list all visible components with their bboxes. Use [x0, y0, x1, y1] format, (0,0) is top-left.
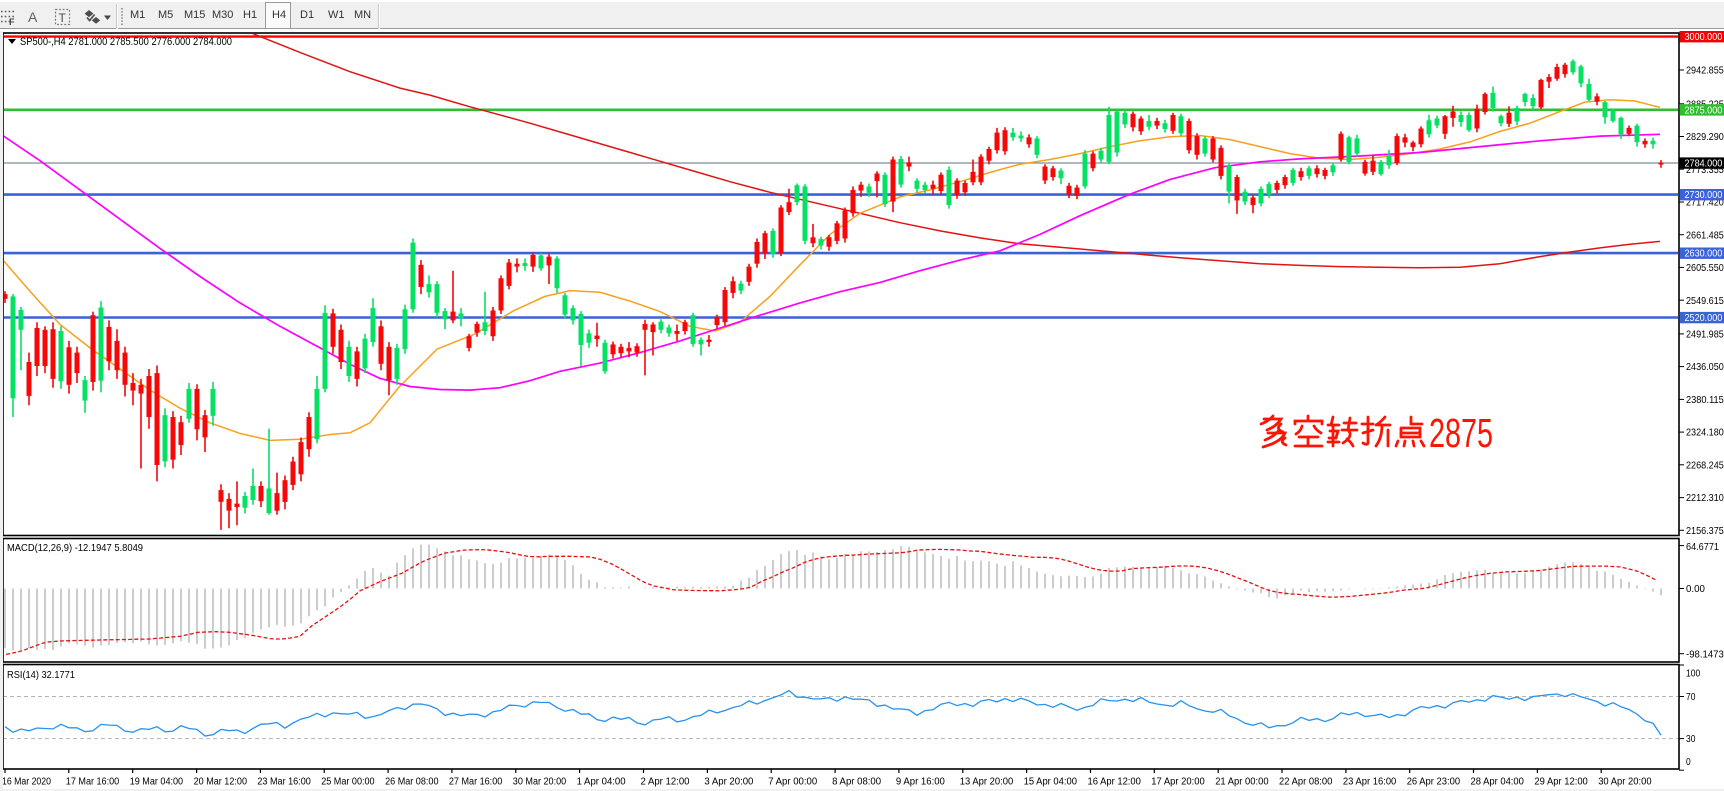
svg-text:28 Apr 04:00: 28 Apr 04:00 [1471, 777, 1525, 788]
svg-text:16 Mar 2020: 16 Mar 2020 [2, 777, 51, 788]
svg-text:SP500-,H4 2781.000 2785.500 2: SP500-,H4 2781.000 2785.500 2776.000 278… [20, 36, 232, 48]
svg-text:8 Apr 08:00: 8 Apr 08:00 [832, 777, 881, 788]
svg-text:T: T [59, 11, 67, 25]
svg-text:2436.050: 2436.050 [1686, 361, 1724, 373]
svg-text:2942.855: 2942.855 [1686, 65, 1724, 77]
svg-text:9 Apr 16:00: 9 Apr 16:00 [896, 777, 945, 788]
svg-text:2875.000: 2875.000 [1685, 104, 1723, 116]
svg-text:13 Apr 20:00: 13 Apr 20:00 [960, 777, 1014, 788]
svg-text:F: F [9, 17, 15, 27]
svg-text:0.00: 0.00 [1686, 583, 1705, 595]
svg-text:2605.550: 2605.550 [1686, 262, 1724, 274]
svg-text:MACD(12,26,9) -12.1947 5.8049: MACD(12,26,9) -12.1947 5.8049 [7, 542, 143, 554]
svg-text:27 Mar 16:00: 27 Mar 16:00 [449, 777, 503, 788]
svg-text:29 Apr 12:00: 29 Apr 12:00 [1534, 777, 1588, 788]
svg-text:1 Apr 04:00: 1 Apr 04:00 [577, 777, 626, 788]
svg-text:26 Mar 08:00: 26 Mar 08:00 [385, 777, 439, 788]
svg-text:2156.375: 2156.375 [1686, 525, 1724, 537]
svg-text:2212.310: 2212.310 [1686, 492, 1724, 504]
svg-text:70: 70 [1686, 691, 1696, 703]
svg-text:0: 0 [1686, 756, 1691, 768]
svg-text:2549.615: 2549.615 [1686, 295, 1724, 307]
svg-text:2324.180: 2324.180 [1686, 427, 1724, 439]
svg-text:2630.000: 2630.000 [1685, 248, 1723, 260]
svg-text:100: 100 [1686, 668, 1700, 680]
svg-text:30: 30 [1686, 733, 1696, 745]
svg-text:2520.000: 2520.000 [1685, 312, 1723, 324]
svg-text:23 Mar 16:00: 23 Mar 16:00 [257, 777, 311, 788]
svg-text:2661.485: 2661.485 [1686, 229, 1724, 241]
svg-text:A: A [28, 9, 38, 25]
svg-text:25 Mar 00:00: 25 Mar 00:00 [321, 777, 375, 788]
svg-text:23 Apr 16:00: 23 Apr 16:00 [1343, 777, 1397, 788]
svg-text:2268.245: 2268.245 [1686, 459, 1724, 471]
svg-text:15 Apr 04:00: 15 Apr 04:00 [1024, 777, 1078, 788]
svg-text:2730.000: 2730.000 [1685, 189, 1723, 201]
svg-text:2491.985: 2491.985 [1686, 329, 1724, 341]
svg-text:7 Apr 00:00: 7 Apr 00:00 [768, 777, 817, 788]
svg-text:19 Mar 04:00: 19 Mar 04:00 [130, 777, 184, 788]
svg-text:17 Apr 20:00: 17 Apr 20:00 [1151, 777, 1205, 788]
svg-text:17 Mar 16:00: 17 Mar 16:00 [66, 777, 120, 788]
svg-text:2875: 2875 [1429, 410, 1493, 456]
svg-text:3 Apr 20:00: 3 Apr 20:00 [704, 777, 753, 788]
svg-text:20 Mar 12:00: 20 Mar 12:00 [194, 777, 248, 788]
svg-text:-98.1473: -98.1473 [1686, 648, 1724, 660]
svg-text:2829.290: 2829.290 [1686, 131, 1724, 143]
svg-text:2380.115: 2380.115 [1686, 394, 1724, 406]
svg-text:30 Apr 20:00: 30 Apr 20:00 [1598, 777, 1652, 788]
svg-text:3000.000: 3000.000 [1685, 31, 1723, 43]
svg-text:64.6771: 64.6771 [1686, 541, 1719, 553]
svg-text:RSI(14) 32.1771: RSI(14) 32.1771 [7, 669, 75, 681]
svg-text:21 Apr 00:00: 21 Apr 00:00 [1215, 777, 1269, 788]
svg-text:30 Mar 20:00: 30 Mar 20:00 [513, 777, 567, 788]
svg-text:26 Apr 23:00: 26 Apr 23:00 [1407, 777, 1461, 788]
svg-text:2784.000: 2784.000 [1685, 158, 1723, 170]
svg-text:16 Apr 12:00: 16 Apr 12:00 [1088, 777, 1142, 788]
svg-text:2 Apr 12:00: 2 Apr 12:00 [641, 777, 690, 788]
svg-text:22 Apr 08:00: 22 Apr 08:00 [1279, 777, 1333, 788]
